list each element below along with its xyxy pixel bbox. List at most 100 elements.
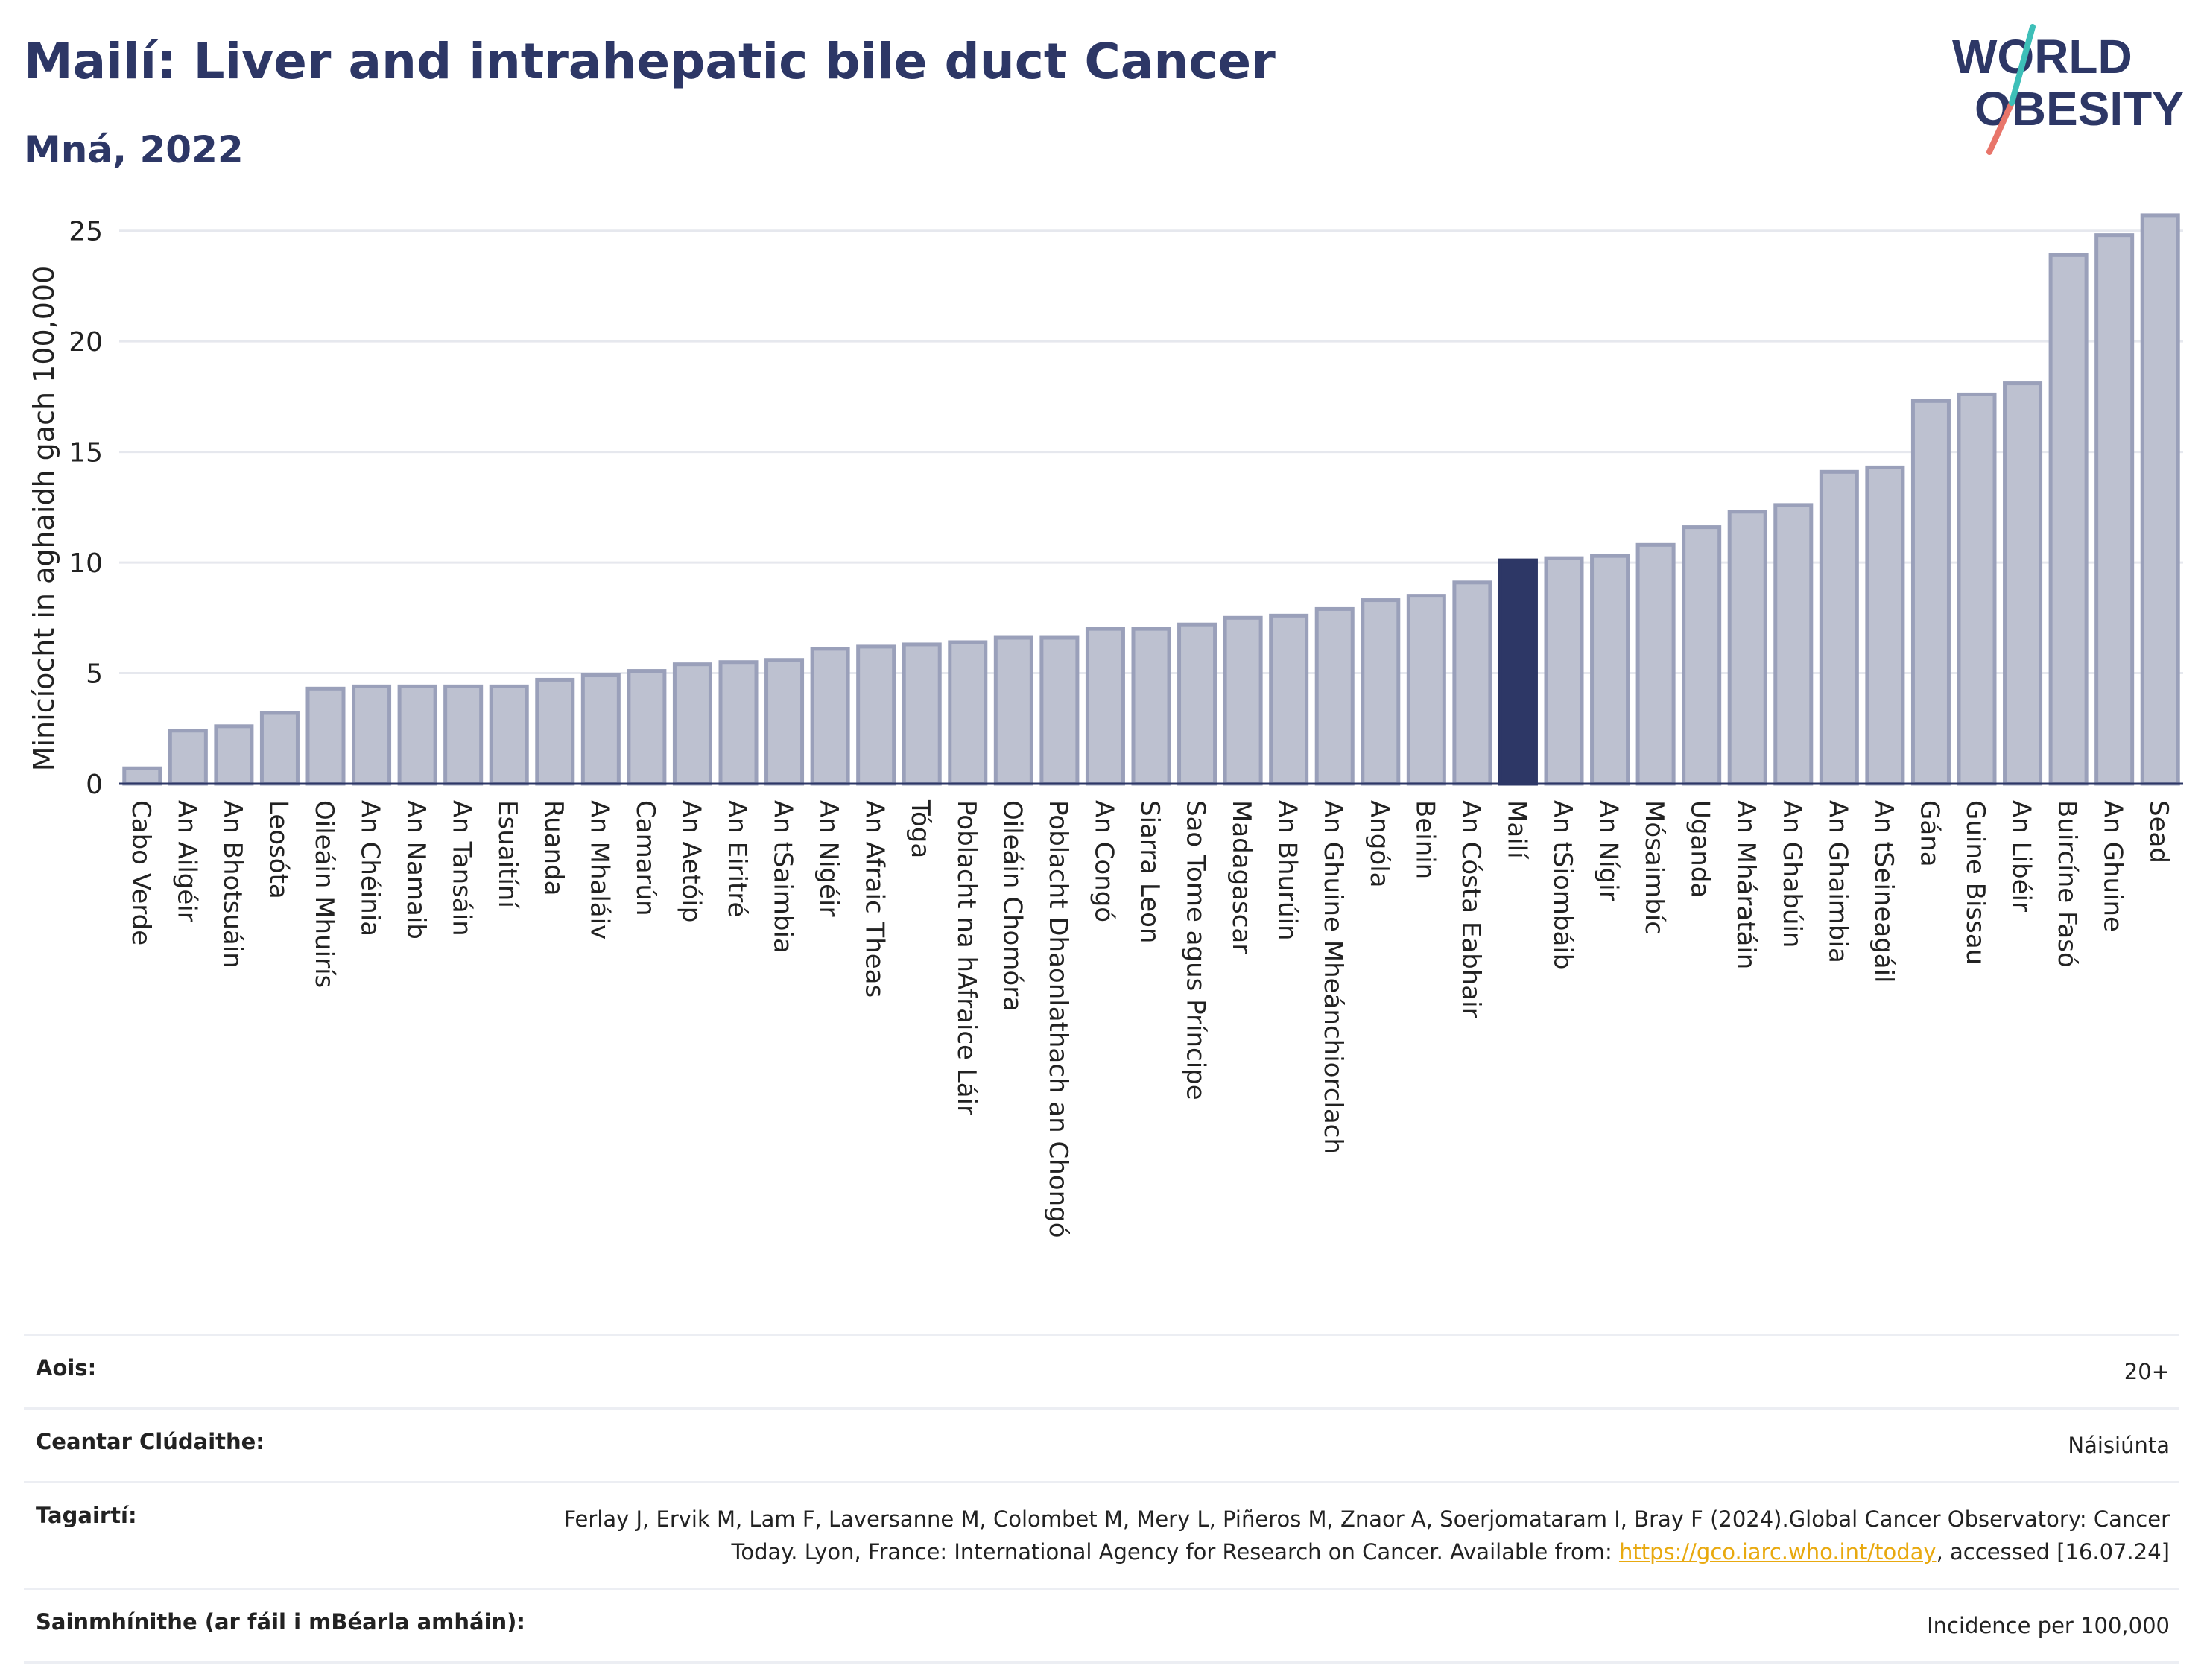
x-tick-label: An Mhaláiv <box>584 800 614 939</box>
x-tick-label: Ruanda <box>539 800 569 896</box>
reference-text: Ferlay J, Ervik M, Lam F, Laversanne M, … <box>563 1506 2170 1565</box>
x-tick-label: An tSeineagáil <box>1869 800 1899 983</box>
bar <box>489 684 529 786</box>
bar <box>1590 554 1630 786</box>
info-table: Aois: 20+ Ceantar Clúdaithe: Náisiúnta T… <box>24 1334 2179 1664</box>
x-tick-label: Uganda <box>1685 800 1715 898</box>
bar <box>1314 606 1355 786</box>
y-tick-label: 0 <box>86 770 103 800</box>
y-tick-label: 5 <box>86 659 103 690</box>
bar <box>810 647 850 786</box>
bar <box>1819 469 1859 786</box>
area-value: Náisiúnta <box>2068 1433 2170 1458</box>
x-tick-label: An Nigéir <box>814 800 843 916</box>
age-value: 20+ <box>2124 1359 2170 1384</box>
x-tick-label: An Mháratáin <box>1731 800 1761 969</box>
x-tick-label: An tSaimbia <box>768 800 798 954</box>
x-tick-label: Oileáin Mhuirís <box>309 800 339 988</box>
bar <box>1727 510 1767 786</box>
x-axis-ticks: Cabo Verde An Ailgéir An Bhotsuáin Leosóta O… <box>126 799 2173 1238</box>
x-tick-label: Tóga <box>905 799 935 858</box>
bar <box>2140 213 2180 786</box>
bar <box>580 673 621 786</box>
bar <box>1498 558 1538 786</box>
x-tick-label: An Tansáin <box>447 800 477 936</box>
bar <box>1223 615 1263 786</box>
x-tick-label: An Ghuine <box>2098 800 2128 932</box>
x-tick-label: Guine Bissau <box>1960 800 1990 965</box>
bar <box>1177 622 1217 786</box>
bar <box>352 684 392 786</box>
x-tick-label: Camarún <box>630 800 660 916</box>
bar <box>2048 253 2089 786</box>
x-tick-label: Siarra Leon <box>1135 800 1165 943</box>
x-tick-label: An Chéinia <box>355 800 385 936</box>
page-subtitle: Mná, 2022 <box>24 128 244 171</box>
bar <box>168 729 208 786</box>
bar <box>718 660 759 786</box>
logo-line1: WORLD <box>1952 30 2132 83</box>
x-tick-label: Madagascar <box>1226 800 1256 954</box>
page-title: Mailí: Liver and intrahepatic bile duct … <box>24 33 1276 90</box>
x-tick-label: Angóla <box>1364 800 1394 887</box>
bar <box>1361 598 1401 786</box>
bar <box>1406 594 1446 786</box>
reference-accessed: , accessed [16.07.24] <box>1936 1539 2170 1565</box>
x-tick-label: An Aetóip <box>676 800 706 922</box>
bar <box>305 686 346 786</box>
bar <box>1039 635 1080 786</box>
age-label: Aois: <box>36 1355 97 1381</box>
x-tick-label: An Ghabúin <box>1777 800 1807 948</box>
reference-link[interactable]: https://gco.iarc.who.int/today <box>1618 1539 1937 1565</box>
bar <box>1131 627 1171 786</box>
bar <box>397 684 437 786</box>
x-tick-label: An Ailgéir <box>171 800 201 922</box>
y-axis-label: Minicíocht in aghaidh gach 100,000 <box>28 266 60 772</box>
y-axis-ticks: 0 5 10 15 20 25 <box>69 217 103 800</box>
bar <box>2003 381 2043 786</box>
bar <box>2094 233 2135 786</box>
bar <box>1635 542 1676 786</box>
x-tick-label: An Bhurúin <box>1273 800 1302 941</box>
x-tick-label: An Nígir <box>1594 800 1624 901</box>
x-tick-label: Gána <box>1914 800 1944 867</box>
bar <box>993 635 1033 786</box>
x-tick-label: An Eiritré <box>722 800 752 917</box>
x-tick-label: An Ghuine Mheánchiorclach <box>1318 800 1348 1154</box>
x-tick-label: An Namaib <box>401 800 431 939</box>
bar <box>1269 613 1309 786</box>
bar <box>259 711 300 786</box>
definitions-label: Sainmhínithe (ar fáil i mBéarla amháin): <box>36 1609 526 1635</box>
logo-slash-teal <box>2009 24 2036 106</box>
x-tick-label: An Cósta Eabhair <box>1456 800 1486 1018</box>
bar <box>122 766 162 786</box>
bar <box>1544 556 1584 786</box>
bar <box>1773 503 1814 786</box>
x-tick-label: Leosóta <box>263 800 293 899</box>
x-tick-label: Poblacht na hAfraice Láir <box>951 800 981 1115</box>
x-tick-label: Sao Tome agus Príncipe <box>1181 800 1211 1100</box>
bar <box>1682 525 1722 786</box>
x-tick-label: Sead <box>2144 800 2173 863</box>
x-tick-label: Oileáin Chomóra <box>997 800 1027 1012</box>
info-row-definitions: Sainmhínithe (ar fáil i mBéarla amháin):… <box>24 1588 2179 1664</box>
x-tick-label: Esuaitíní <box>493 800 522 909</box>
bar <box>535 677 575 786</box>
bar <box>627 669 667 786</box>
x-tick-label: An Congó <box>1089 800 1118 922</box>
bar <box>1910 399 1951 786</box>
references-value: Ferlay J, Ervik M, Lam F, Laversanne M, … <box>531 1503 2170 1568</box>
bar <box>856 644 896 786</box>
info-row-references: Tagairtí: Ferlay J, Ervik M, Lam F, Lave… <box>24 1481 2179 1588</box>
x-tick-label: Poblacht Dhaonlathach an Chongó <box>1043 800 1073 1238</box>
info-row-age: Aois: 20+ <box>24 1334 2179 1407</box>
bar <box>214 724 254 786</box>
y-tick-label: 10 <box>69 548 103 579</box>
bar <box>764 658 805 786</box>
y-tick-label: 20 <box>69 327 103 358</box>
bar <box>443 684 484 786</box>
y-tick-label: 25 <box>69 217 103 247</box>
bar <box>1452 580 1492 786</box>
bar <box>672 662 712 786</box>
x-tick-label: An Bhotsuáin <box>218 800 247 969</box>
